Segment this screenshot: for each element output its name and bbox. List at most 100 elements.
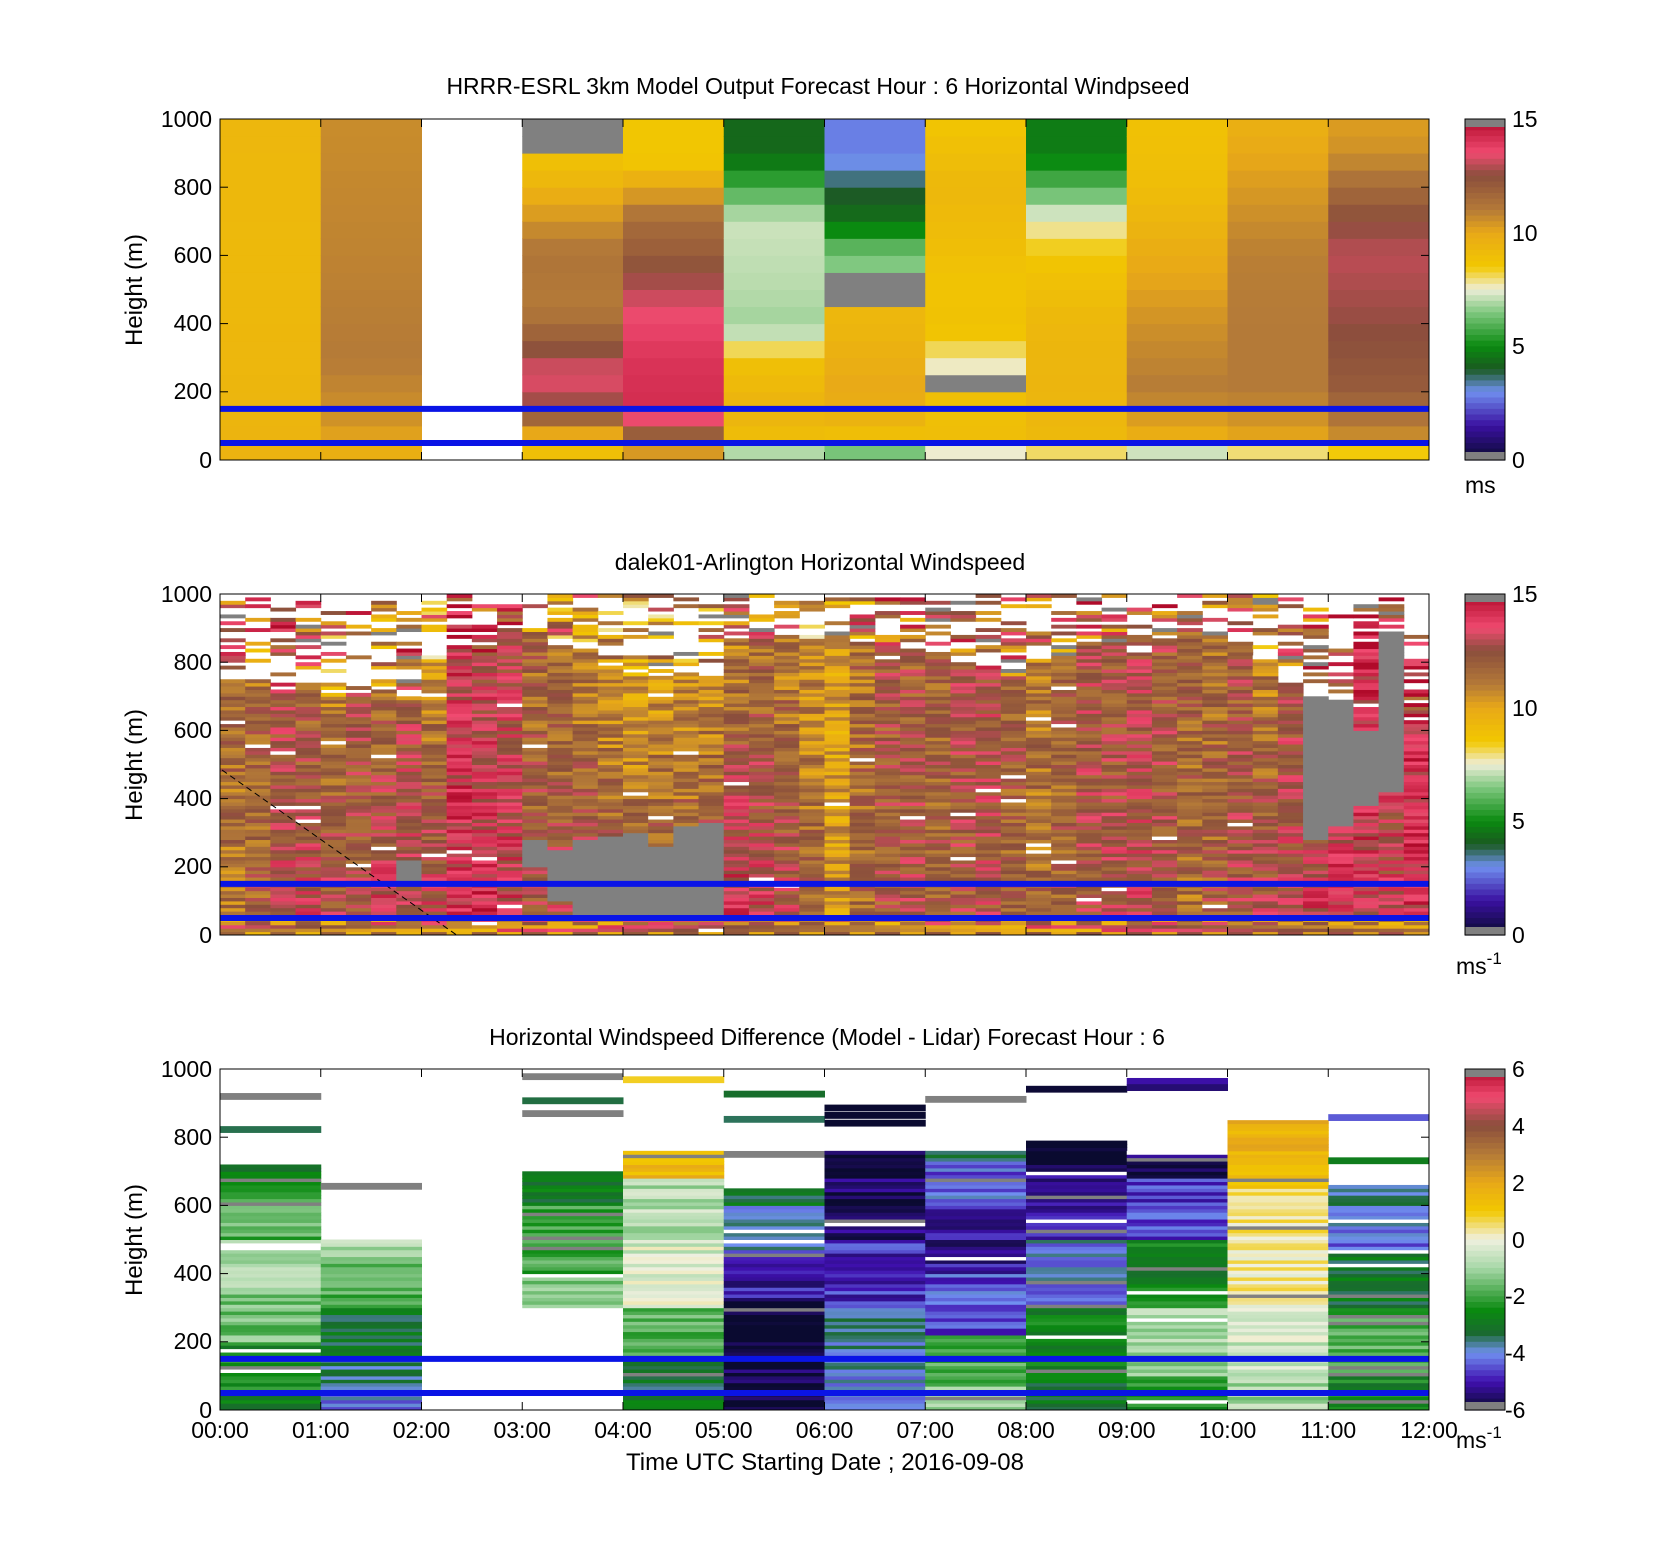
lidar-cell: [421, 778, 448, 783]
lidar-cell: [1353, 931, 1380, 936]
lidar-cell: [396, 662, 422, 667]
lidar-cell: [1126, 686, 1153, 690]
lidar-cell: [270, 747, 297, 752]
lidar-cell: [648, 802, 674, 806]
lidar-cell: [623, 819, 649, 823]
model-cell: [1328, 221, 1430, 239]
lidar-cell: [950, 675, 977, 680]
lidar-cell: [295, 733, 322, 738]
lidar-cell: [774, 819, 800, 823]
lidar-cell: [1252, 788, 1279, 793]
lidar-cell: [849, 634, 876, 639]
lidar-cell: [471, 836, 498, 841]
lidar-cell: [900, 894, 926, 898]
lidar-cell: [874, 600, 901, 605]
lidar-cell: [572, 900, 599, 905]
lidar-cell: [748, 754, 775, 759]
lidar-cell: [1353, 788, 1380, 793]
lidar-cell: [295, 720, 322, 725]
lidar-cell: [1252, 805, 1279, 810]
lidar-cell: [748, 778, 775, 783]
diff-cell: [220, 1205, 322, 1210]
lidar-cell: [1026, 669, 1052, 673]
lidar-cell: [320, 682, 347, 687]
lidar-cell: [220, 716, 246, 721]
lidar-cell: [1151, 737, 1178, 742]
lidar-cell: [547, 815, 574, 820]
lidar-cell: [1303, 859, 1329, 864]
lidar-cell: [1252, 744, 1279, 748]
lidar-cell: [698, 795, 725, 800]
lidar-cell: [572, 679, 599, 684]
lidar-cell: [975, 682, 1002, 687]
lidar-cell: [900, 713, 926, 718]
lidar-cell: [522, 665, 548, 670]
colorbar-step: [1465, 724, 1505, 731]
lidar-cell: [1227, 788, 1254, 793]
lidar-cell: [824, 638, 851, 643]
lidar-cell: [849, 873, 876, 878]
lidar-cell: [1051, 829, 1077, 834]
lidar-cell: [1000, 638, 1027, 643]
lidar-cell: [295, 812, 322, 817]
lidar-cell: [1026, 856, 1052, 861]
lidar-cell: [1227, 802, 1254, 806]
lidar-cell: [648, 856, 674, 861]
lidar-cell: [698, 856, 725, 861]
lidar-cell: [471, 709, 498, 714]
lidar-cell: [799, 931, 825, 936]
lidar-cell: [1177, 873, 1203, 878]
diff-cell: [320, 1246, 422, 1251]
lidar-cell: [900, 842, 926, 847]
lidar-cell: [950, 723, 977, 728]
diff-cell: [220, 1195, 322, 1200]
lidar-cell: [547, 645, 574, 650]
lidar-cell: [245, 761, 271, 765]
lidar-cell: [748, 648, 775, 653]
diff-cell: [522, 1294, 624, 1298]
diff-cell: [623, 1205, 725, 1210]
lidar-cell: [547, 781, 574, 786]
diff-cell: [723, 1338, 825, 1343]
model-cell: [522, 425, 624, 444]
lidar-cell: [925, 877, 951, 881]
lidar-cell: [1051, 662, 1077, 667]
lidar-cell: [925, 611, 951, 615]
lidar-cell: [1126, 634, 1153, 639]
lidar-cell: [623, 829, 649, 834]
lidar-cell: [547, 774, 574, 779]
lidar-cell: [1277, 904, 1304, 909]
lidar-cell: [245, 737, 271, 742]
lidar-cell: [1403, 791, 1430, 796]
lidar-cell: [320, 849, 347, 854]
lidar-cell: [975, 795, 1002, 800]
lidar-cell: [874, 662, 901, 667]
lidar-cell: [1101, 645, 1128, 650]
model-cell: [1026, 255, 1128, 273]
lidar-cell: [874, 788, 901, 793]
lidar-cell: [497, 856, 523, 861]
lidar-cell: [748, 699, 775, 704]
lidar-cell: [648, 890, 674, 895]
lidar-cell: [975, 819, 1002, 823]
lidar-cell: [1101, 709, 1128, 714]
lidar-cell: [1227, 672, 1254, 677]
lidar-cell: [345, 778, 372, 783]
lidar-cell: [799, 928, 825, 933]
lidar-cell: [1126, 825, 1153, 830]
lidar-cell: [1277, 815, 1304, 820]
lidar-cell: [1378, 617, 1405, 622]
lidar-cell: [220, 822, 246, 827]
lidar-cell: [220, 825, 246, 830]
lidar-cell: [446, 907, 473, 912]
lidar-cell: [220, 856, 246, 861]
lidar-cell: [1202, 744, 1228, 748]
lidar-cell: [371, 645, 397, 650]
lidar-cell: [1227, 597, 1254, 602]
lidar-cell: [1202, 808, 1228, 813]
lidar-cell: [295, 887, 322, 892]
lidar-cell: [1202, 764, 1228, 769]
lidar-cell: [1051, 682, 1077, 687]
lidar-cell: [547, 733, 574, 738]
lidar-cell: [698, 771, 725, 776]
